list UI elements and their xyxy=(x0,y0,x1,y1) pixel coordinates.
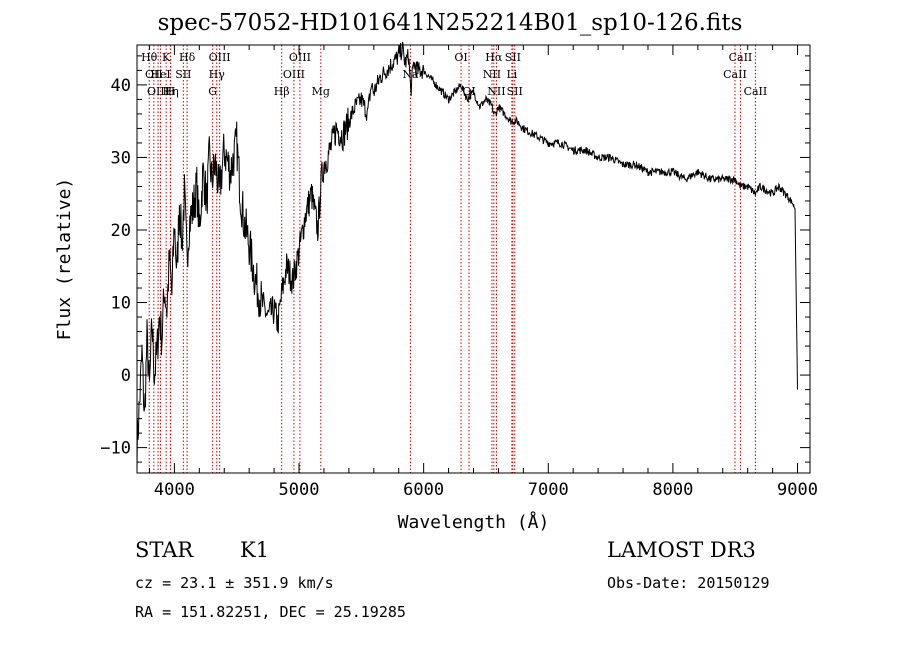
line-label-9: G xyxy=(208,85,217,98)
line-label-0: Hθ xyxy=(141,51,158,64)
obs-date: Obs-Date: 20150129 xyxy=(607,574,770,592)
coordinates-readout: RA = 151.82251, DEC = 25.19285 xyxy=(135,603,406,621)
line-label-20: Hα xyxy=(485,51,503,64)
y-tick-label: 30 xyxy=(111,148,131,168)
line-label-6: H xyxy=(166,85,176,98)
chart-title: spec-57052-HD101641N252214B01_sp10-126.f… xyxy=(157,10,743,36)
x-tick-label: 4000 xyxy=(154,480,195,500)
y-axis-label: Flux (relative) xyxy=(54,178,75,341)
x-axis-label: Wavelength (Å) xyxy=(398,511,550,533)
line-label-22: Li xyxy=(506,68,517,81)
y-tick-label: 0 xyxy=(121,366,131,386)
line-label-16: Na xyxy=(402,68,419,81)
line-label-17: OI xyxy=(454,51,467,64)
line-label-12: Hβ xyxy=(274,85,290,98)
line-label-23: SII xyxy=(505,51,521,64)
line-label-21: NII xyxy=(487,85,505,98)
line-label-3: HeI xyxy=(150,68,170,81)
y-tick-label: 10 xyxy=(111,294,131,314)
line-label-19: NII xyxy=(483,68,501,81)
line-label-13: OIII xyxy=(283,68,305,81)
line-label-26: CaII xyxy=(729,51,753,64)
line-label-24: SII xyxy=(507,85,523,98)
line-label-2: OIII xyxy=(147,85,169,98)
line-label-11: OIII xyxy=(209,51,231,64)
line-label-4: K xyxy=(162,51,171,64)
x-tick-label: 5000 xyxy=(279,480,320,500)
line-label-27: CaII xyxy=(744,85,768,98)
spectrum-line xyxy=(136,41,798,471)
redshift-readout: cz = 23.1 ± 351.9 km/s xyxy=(135,574,334,592)
x-tick-label: 6000 xyxy=(403,480,444,500)
line-label-25: CaII xyxy=(723,68,747,81)
y-tick-label: 20 xyxy=(111,221,131,241)
x-tick-label: 7000 xyxy=(528,480,569,500)
line-label-7: SII xyxy=(175,68,191,81)
line-label-10: Hγ xyxy=(209,68,226,81)
line-label-8: Hδ xyxy=(179,51,196,64)
x-tick-label: 8000 xyxy=(652,480,693,500)
survey-name: LAMOST DR3 xyxy=(607,538,756,562)
line-label-15: Mg xyxy=(312,85,330,98)
object-class: STAR xyxy=(135,538,194,562)
x-tick-label: 9000 xyxy=(777,480,818,500)
y-tick-label: 40 xyxy=(111,76,131,96)
line-label-1: OII xyxy=(145,68,163,81)
plot-frame xyxy=(136,44,811,474)
object-subclass: K1 xyxy=(240,538,270,562)
line-label-18: OI xyxy=(462,85,475,98)
y-tick-label: −10 xyxy=(100,439,131,459)
line-label-5: Hη xyxy=(163,85,179,98)
line-label-14: OIII xyxy=(289,51,311,64)
